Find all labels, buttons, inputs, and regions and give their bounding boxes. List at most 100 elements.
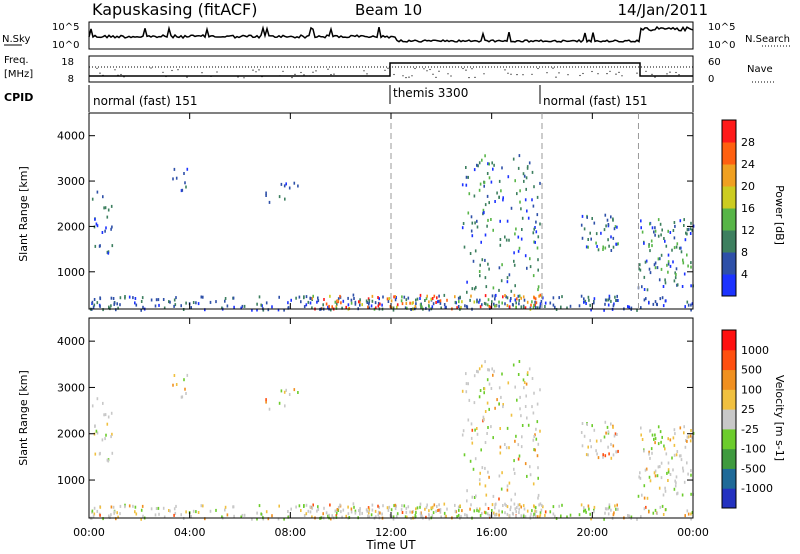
nave-dot xyxy=(252,69,254,71)
power-cell xyxy=(454,295,456,299)
beam-title: Beam 10 xyxy=(355,1,422,19)
velocity-cell xyxy=(181,395,184,399)
power-cell xyxy=(283,308,285,312)
power-cell xyxy=(173,298,176,302)
velocity-cell xyxy=(492,436,494,440)
power-cell xyxy=(539,302,542,306)
power-cell xyxy=(603,308,605,312)
velocity-cell xyxy=(596,452,598,456)
power-cell xyxy=(190,306,192,310)
nave-dot xyxy=(282,70,284,72)
velocity-cell xyxy=(405,506,408,510)
power-cell xyxy=(502,295,504,299)
velocity-cell xyxy=(535,427,537,431)
velocity-cell xyxy=(607,430,610,434)
power-cell xyxy=(597,248,600,252)
velocity-cell xyxy=(484,484,487,488)
power-scatter xyxy=(89,154,695,312)
velocity-cell xyxy=(169,509,171,513)
power-cell xyxy=(664,281,667,285)
nave-dot xyxy=(150,67,152,69)
power-cell xyxy=(531,300,533,304)
velocity-cell xyxy=(370,513,373,517)
power-cell xyxy=(251,308,253,312)
velocity-cell xyxy=(537,476,539,480)
power-cell xyxy=(361,303,363,307)
velocity-cell xyxy=(175,504,177,508)
velocity-cell xyxy=(652,511,655,515)
velocity-cell xyxy=(415,507,417,511)
power-cell xyxy=(150,298,153,302)
power-cell xyxy=(586,215,588,219)
power-cell xyxy=(522,305,525,309)
velocity-cell xyxy=(516,398,518,402)
velocity-cell xyxy=(396,514,398,518)
power-cell xyxy=(224,297,227,300)
nave-dot xyxy=(330,74,332,76)
velocity-cell xyxy=(654,437,657,441)
power-cell xyxy=(105,226,107,230)
velocity-cell xyxy=(660,476,663,480)
nave-dot xyxy=(468,77,470,79)
power-cell xyxy=(475,285,477,289)
power-cell xyxy=(476,163,478,167)
power-cell xyxy=(505,295,507,299)
velocity-cell xyxy=(486,401,489,405)
power-cell xyxy=(358,300,360,304)
power-cell xyxy=(200,295,203,299)
velocity-cell xyxy=(280,389,283,393)
velocity-cell xyxy=(517,457,520,461)
power-cell xyxy=(102,195,104,199)
nave-dot xyxy=(504,69,506,71)
power-cell xyxy=(643,241,645,245)
nave-dot xyxy=(483,73,485,75)
power-cell xyxy=(460,305,462,309)
power-cell xyxy=(675,267,678,271)
power-cell xyxy=(345,305,347,309)
power-cell xyxy=(465,183,468,187)
velocity-cell xyxy=(615,450,617,454)
power-cell xyxy=(521,216,524,220)
velocity-cell xyxy=(549,510,552,514)
power-cell xyxy=(664,278,666,282)
velocity-cell xyxy=(439,508,442,512)
power-cell xyxy=(656,266,659,270)
power-cell xyxy=(493,163,495,167)
power-cell xyxy=(172,177,174,181)
power-cell xyxy=(157,298,160,302)
velocity-cell xyxy=(261,513,263,517)
power-cell xyxy=(510,206,513,210)
velocity-cell xyxy=(617,449,619,453)
velocity-cell xyxy=(195,510,197,514)
nave-dot xyxy=(579,74,581,77)
power-cell xyxy=(531,198,533,202)
velocity-cell xyxy=(183,378,185,382)
power-cell xyxy=(518,246,521,250)
velocity-cell xyxy=(690,517,692,521)
freq-trace xyxy=(89,62,693,77)
velocity-cell xyxy=(365,508,368,512)
power-cell xyxy=(690,303,692,307)
power-cell xyxy=(468,192,471,196)
velocity-cell xyxy=(180,513,182,517)
velocity-cell xyxy=(258,504,261,508)
power-cell xyxy=(649,249,651,253)
power-cell xyxy=(510,289,513,293)
power-cell xyxy=(382,295,384,299)
velocity-cell xyxy=(532,515,535,518)
velocity-cell xyxy=(221,515,223,519)
power-cell xyxy=(506,219,509,223)
velocity-cell xyxy=(615,507,617,511)
velocity-cell xyxy=(531,405,533,409)
colorbar-tick-label: -500 xyxy=(741,462,766,475)
velocity-cell xyxy=(522,378,525,382)
power-cell xyxy=(295,296,297,300)
velocity-cell xyxy=(651,433,654,437)
velocity-cell xyxy=(513,502,516,506)
power-cell xyxy=(581,236,584,240)
velocity-cell xyxy=(496,398,498,402)
power-cell xyxy=(607,238,609,242)
power-cell xyxy=(290,298,292,302)
station-title: Kapuskasing (fitACF) xyxy=(92,0,257,19)
power-cell xyxy=(669,264,672,268)
